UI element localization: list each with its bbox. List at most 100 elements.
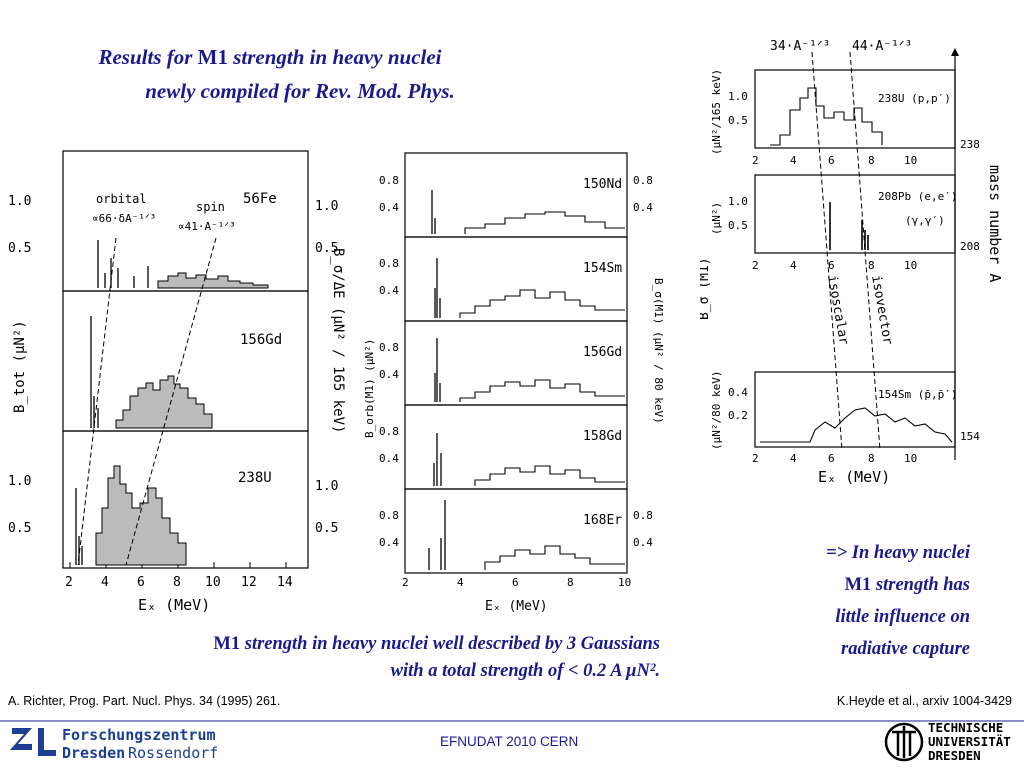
fig3-panel1-ylabel: (μN²/165 keV) xyxy=(710,69,723,155)
footer-divider xyxy=(0,720,1024,722)
footer-conference: EFNUDAT 2010 CERN xyxy=(440,734,579,749)
fig1-xtick: 14 xyxy=(277,575,293,590)
fig1-xlabel: Eₓ (MeV) xyxy=(138,596,210,614)
fig1-xtick: 2 xyxy=(65,575,73,590)
fig3-xtick: 10 xyxy=(904,452,917,465)
figure-orbital-spin: 0.8 0.4 0.8 0.4 0.8 0.4 0.8 0.4 0.8 0.4 0.8 0.… xyxy=(365,152,665,614)
fig3-panel3-label: 154Sm (p̄,p̄′) xyxy=(878,388,957,401)
conclusion-line: => In heavy nuclei xyxy=(826,543,970,563)
caption-line2: with a total strength of < 0.2 A μN². xyxy=(390,661,660,681)
hzdr-line1: Forschungszentrum xyxy=(62,726,216,744)
fig3-panel2-label: 208Pb (e,e′) xyxy=(878,190,957,203)
slide-title: Results for M1 strength in heavy nuclei … xyxy=(40,40,500,108)
fig3-xtick: 6 xyxy=(828,154,835,167)
fig3-axis-label: mass number A xyxy=(986,165,1004,282)
fig1-ytick-right: 1.0 xyxy=(315,199,338,214)
fig2-xtick: 10 xyxy=(618,576,631,589)
fig3-ytick: 0.4 xyxy=(728,386,748,399)
fig2-xtick: 6 xyxy=(512,576,519,589)
fig2-ytick-right: 0.4 xyxy=(633,536,653,549)
fig2-ytick: 0.4 xyxy=(379,201,399,214)
fig3-mass: 238 xyxy=(960,138,980,151)
hzdr-line2a: Dresden xyxy=(62,744,125,762)
fig3-ytick: 1.0 xyxy=(728,90,748,103)
fig3-line-right: 44·A⁻¹ᐟ³ xyxy=(852,39,912,54)
fig2-ytick: 0.8 xyxy=(379,174,399,187)
tud-line1: TECHNISCHE xyxy=(928,720,1003,735)
fig2-nucleus: 154Sm xyxy=(583,261,622,276)
fig2-ylabel: B_orb(M1) (μN²) xyxy=(365,339,376,438)
fig3-xtick: 8 xyxy=(868,452,875,465)
fig1-xtick: 8 xyxy=(173,575,181,590)
fig3-xtick: 8 xyxy=(868,154,875,167)
fig1-ytick-right: 1.0 xyxy=(315,479,338,494)
conclusion-text: => In heavy nuclei M1 strength has littl… xyxy=(760,537,970,665)
fig3-xtick: 6 xyxy=(828,452,835,465)
fig3-xtick: 4 xyxy=(790,259,797,272)
fig2-xtick: 4 xyxy=(457,576,464,589)
tud-line3: DRESDEN xyxy=(928,748,981,763)
tud-logo-icon xyxy=(884,722,924,762)
fig1-nucleus: 56Fe xyxy=(243,191,277,207)
fig2-ytick: 0.8 xyxy=(379,341,399,354)
fig1-spin-formula: ∝41·A⁻¹ᐟ³ xyxy=(178,220,236,233)
fig3-isovector: isovector xyxy=(868,274,895,346)
fig3-xlabel: Eₓ (MeV) xyxy=(818,468,890,486)
hzdr-logo: Forschungszentrum Dresden Rossendorf xyxy=(8,722,228,767)
fig2-ytick: 0.4 xyxy=(379,536,399,549)
fig1-xtick: 6 xyxy=(137,575,145,590)
fig3-mass: 154 xyxy=(960,430,980,443)
fig3-line-left: 34·A⁻¹ᐟ³ xyxy=(770,39,830,54)
fig1-ylabel: B_tot (μN²) xyxy=(12,320,28,413)
reference-left: A. Richter, Prog. Part. Nucl. Phys. 34 (… xyxy=(8,694,281,708)
fig1-nucleus: 238U xyxy=(238,470,272,486)
fig2-nucleus: 168Er xyxy=(583,513,622,528)
conclusion-part: strength has xyxy=(871,575,970,595)
fig3-ylabel-mid: B_σ (M1) xyxy=(700,257,712,320)
caption-part: strength in heavy nuclei well described … xyxy=(240,634,660,654)
fig3-ytick: 0.2 xyxy=(728,409,748,422)
hzdr-line2b: Rossendorf xyxy=(128,744,218,762)
fig1-xtick: 10 xyxy=(205,575,221,590)
title-part: Results for xyxy=(98,45,198,69)
figure-heyde: 34·A⁻¹ᐟ³ 44·A⁻¹ᐟ³ 1.0 0.5 1.0 0.5 0.4 0.… xyxy=(700,39,1004,486)
fig1-xtick: 12 xyxy=(241,575,257,590)
title-part: M1 xyxy=(197,45,228,69)
fig1-orbital-formula: ∝66·δA⁻¹ᐟ³ xyxy=(92,212,156,225)
fig1-orbital-label: orbital xyxy=(96,192,147,206)
fig2-ylabel-right: B_σ(M1) (μN² / 80 keV) xyxy=(652,278,665,424)
fig2-ytick: 0.8 xyxy=(379,425,399,438)
fig2-xlabel: Eₓ (MeV) xyxy=(485,599,548,614)
fig1-xtick: 4 xyxy=(101,575,109,590)
fig2-xtick: 8 xyxy=(567,576,574,589)
fig1-ylabel-right: B_σ/ΔE (μN² / 165 keV) xyxy=(330,248,346,433)
tud-logo: TECHNISCHE UNIVERSITÄT DRESDEN xyxy=(880,718,1020,771)
tud-line2: UNIVERSITÄT xyxy=(928,734,1011,749)
fig3-xtick: 10 xyxy=(904,259,917,272)
fig2-ytick: 0.8 xyxy=(379,509,399,522)
fig2-ytick-right: 0.8 xyxy=(633,174,653,187)
fig3-panel3-ylabel: (μN²/80 keV) xyxy=(710,371,723,450)
fig3-xtick: 6 xyxy=(828,259,835,272)
fig3-mass: 208 xyxy=(960,240,980,253)
fig3-panel1-label: 238U (p,p′) xyxy=(878,92,951,105)
figure-caption: M1 strength in heavy nuclei well describ… xyxy=(80,631,660,685)
fig3-xtick: 10 xyxy=(904,154,917,167)
fig3-isoscalar: isoscalar xyxy=(824,274,851,346)
conclusion-line: radiative capture xyxy=(841,639,970,659)
fig1-ytick: 1.0 xyxy=(8,194,31,209)
fig2-ytick-right: 0.4 xyxy=(633,201,653,214)
fig2-ytick: 0.4 xyxy=(379,368,399,381)
title-line2: newly compiled for Rev. Mod. Phys. xyxy=(145,79,455,103)
fig2-nucleus: 150Nd xyxy=(583,177,622,192)
fig2-ytick-right: 0.8 xyxy=(633,509,653,522)
fig3-xtick: 2 xyxy=(752,452,759,465)
fig1-ytick: 0.5 xyxy=(8,521,31,536)
fig3-ytick: 0.5 xyxy=(728,219,748,232)
fig2-xtick: 2 xyxy=(402,576,409,589)
fig3-panel2-ylabel: (μN²) xyxy=(710,202,723,235)
fig3-xtick: 4 xyxy=(790,154,797,167)
figure-richter: 1.0 0.5 1.0 0.5 1.0 0.5 1.0 0.5 2 4 6 8 … xyxy=(8,150,346,614)
fig1-nucleus: 156Gd xyxy=(240,332,282,348)
fig3-xtick: 2 xyxy=(752,154,759,167)
